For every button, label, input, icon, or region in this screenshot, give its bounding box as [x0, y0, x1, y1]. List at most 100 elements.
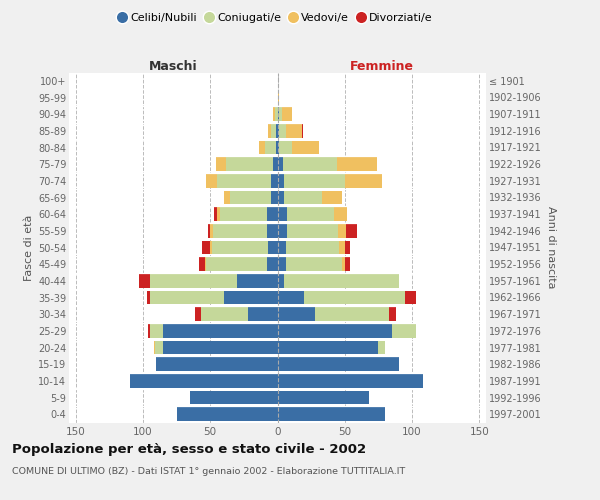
Bar — [276, 140, 277, 154]
Bar — [277, 290, 304, 304]
Bar — [277, 190, 284, 204]
Bar — [224, 190, 230, 204]
Bar — [277, 390, 369, 404]
Bar — [322, 190, 342, 204]
Bar — [277, 140, 279, 154]
Bar — [215, 158, 226, 171]
Bar — [271, 174, 277, 188]
Bar — [304, 290, 405, 304]
Bar — [379, 340, 385, 354]
Bar — [210, 240, 212, 254]
Bar — [277, 308, 315, 321]
Bar — [147, 290, 150, 304]
Text: COMUNE DI ULTIMO (BZ) - Dati ISTAT 1° gennaio 2002 - Elaborazione TUTTITALIA.IT: COMUNE DI ULTIMO (BZ) - Dati ISTAT 1° ge… — [12, 468, 405, 476]
Bar — [274, 158, 277, 171]
Bar — [155, 340, 163, 354]
Bar — [286, 124, 302, 138]
Bar — [405, 290, 416, 304]
Bar — [277, 240, 286, 254]
Bar — [226, 158, 274, 171]
Bar — [284, 174, 345, 188]
Bar — [277, 258, 286, 271]
Bar — [315, 308, 389, 321]
Bar — [286, 240, 340, 254]
Bar — [277, 158, 283, 171]
Bar — [190, 390, 277, 404]
Bar — [274, 108, 275, 121]
Bar — [268, 124, 271, 138]
Bar — [150, 324, 163, 338]
Bar — [130, 374, 277, 388]
Bar — [287, 224, 338, 237]
Bar — [212, 240, 268, 254]
Bar — [283, 158, 337, 171]
Bar — [224, 290, 277, 304]
Bar — [271, 124, 276, 138]
Bar — [277, 108, 279, 121]
Bar — [277, 340, 379, 354]
Y-axis label: Anni di nascita: Anni di nascita — [545, 206, 556, 288]
Bar — [392, 324, 416, 338]
Bar — [345, 258, 350, 271]
Bar — [338, 224, 346, 237]
Text: Popolazione per età, sesso e stato civile - 2002: Popolazione per età, sesso e stato civil… — [12, 442, 366, 456]
Bar — [206, 258, 267, 271]
Bar — [248, 308, 277, 321]
Bar — [163, 340, 277, 354]
Bar — [284, 274, 398, 287]
Bar — [163, 324, 277, 338]
Bar — [275, 108, 277, 121]
Bar — [277, 224, 287, 237]
Bar — [139, 274, 150, 287]
Bar — [206, 174, 217, 188]
Bar — [334, 208, 347, 221]
Bar — [267, 258, 277, 271]
Bar — [277, 274, 284, 287]
Bar — [284, 190, 322, 204]
Bar — [196, 308, 201, 321]
Text: Maschi: Maschi — [149, 60, 197, 72]
Bar — [201, 308, 248, 321]
Bar — [337, 158, 377, 171]
Bar — [345, 240, 350, 254]
Bar — [265, 140, 276, 154]
Bar — [287, 208, 334, 221]
Bar — [345, 174, 382, 188]
Legend: Celibi/Nubili, Coniugati/e, Vedovi/e, Divorziati/e: Celibi/Nubili, Coniugati/e, Vedovi/e, Di… — [115, 8, 437, 28]
Bar — [281, 108, 292, 121]
Bar — [210, 224, 213, 237]
Bar — [176, 408, 277, 421]
Bar — [150, 290, 224, 304]
Y-axis label: Fasce di età: Fasce di età — [23, 214, 34, 280]
Bar — [208, 224, 210, 237]
Bar — [279, 124, 286, 138]
Bar — [154, 340, 155, 354]
Bar — [277, 408, 385, 421]
Bar — [214, 208, 217, 221]
Bar — [277, 174, 284, 188]
Bar — [346, 224, 357, 237]
Bar — [277, 124, 279, 138]
Bar — [217, 208, 220, 221]
Bar — [277, 374, 423, 388]
Bar — [259, 140, 265, 154]
Bar — [286, 258, 342, 271]
Bar — [271, 190, 277, 204]
Bar — [199, 258, 205, 271]
Bar — [237, 274, 277, 287]
Bar — [213, 224, 267, 237]
Bar — [277, 358, 398, 371]
Bar — [277, 324, 392, 338]
Bar — [220, 208, 267, 221]
Bar — [205, 258, 206, 271]
Bar — [150, 274, 237, 287]
Bar — [342, 258, 345, 271]
Bar — [389, 308, 396, 321]
Bar — [157, 358, 277, 371]
Bar — [230, 190, 271, 204]
Bar — [292, 140, 319, 154]
Text: Femmine: Femmine — [350, 60, 414, 72]
Bar — [276, 124, 277, 138]
Bar — [277, 90, 279, 104]
Bar — [202, 240, 210, 254]
